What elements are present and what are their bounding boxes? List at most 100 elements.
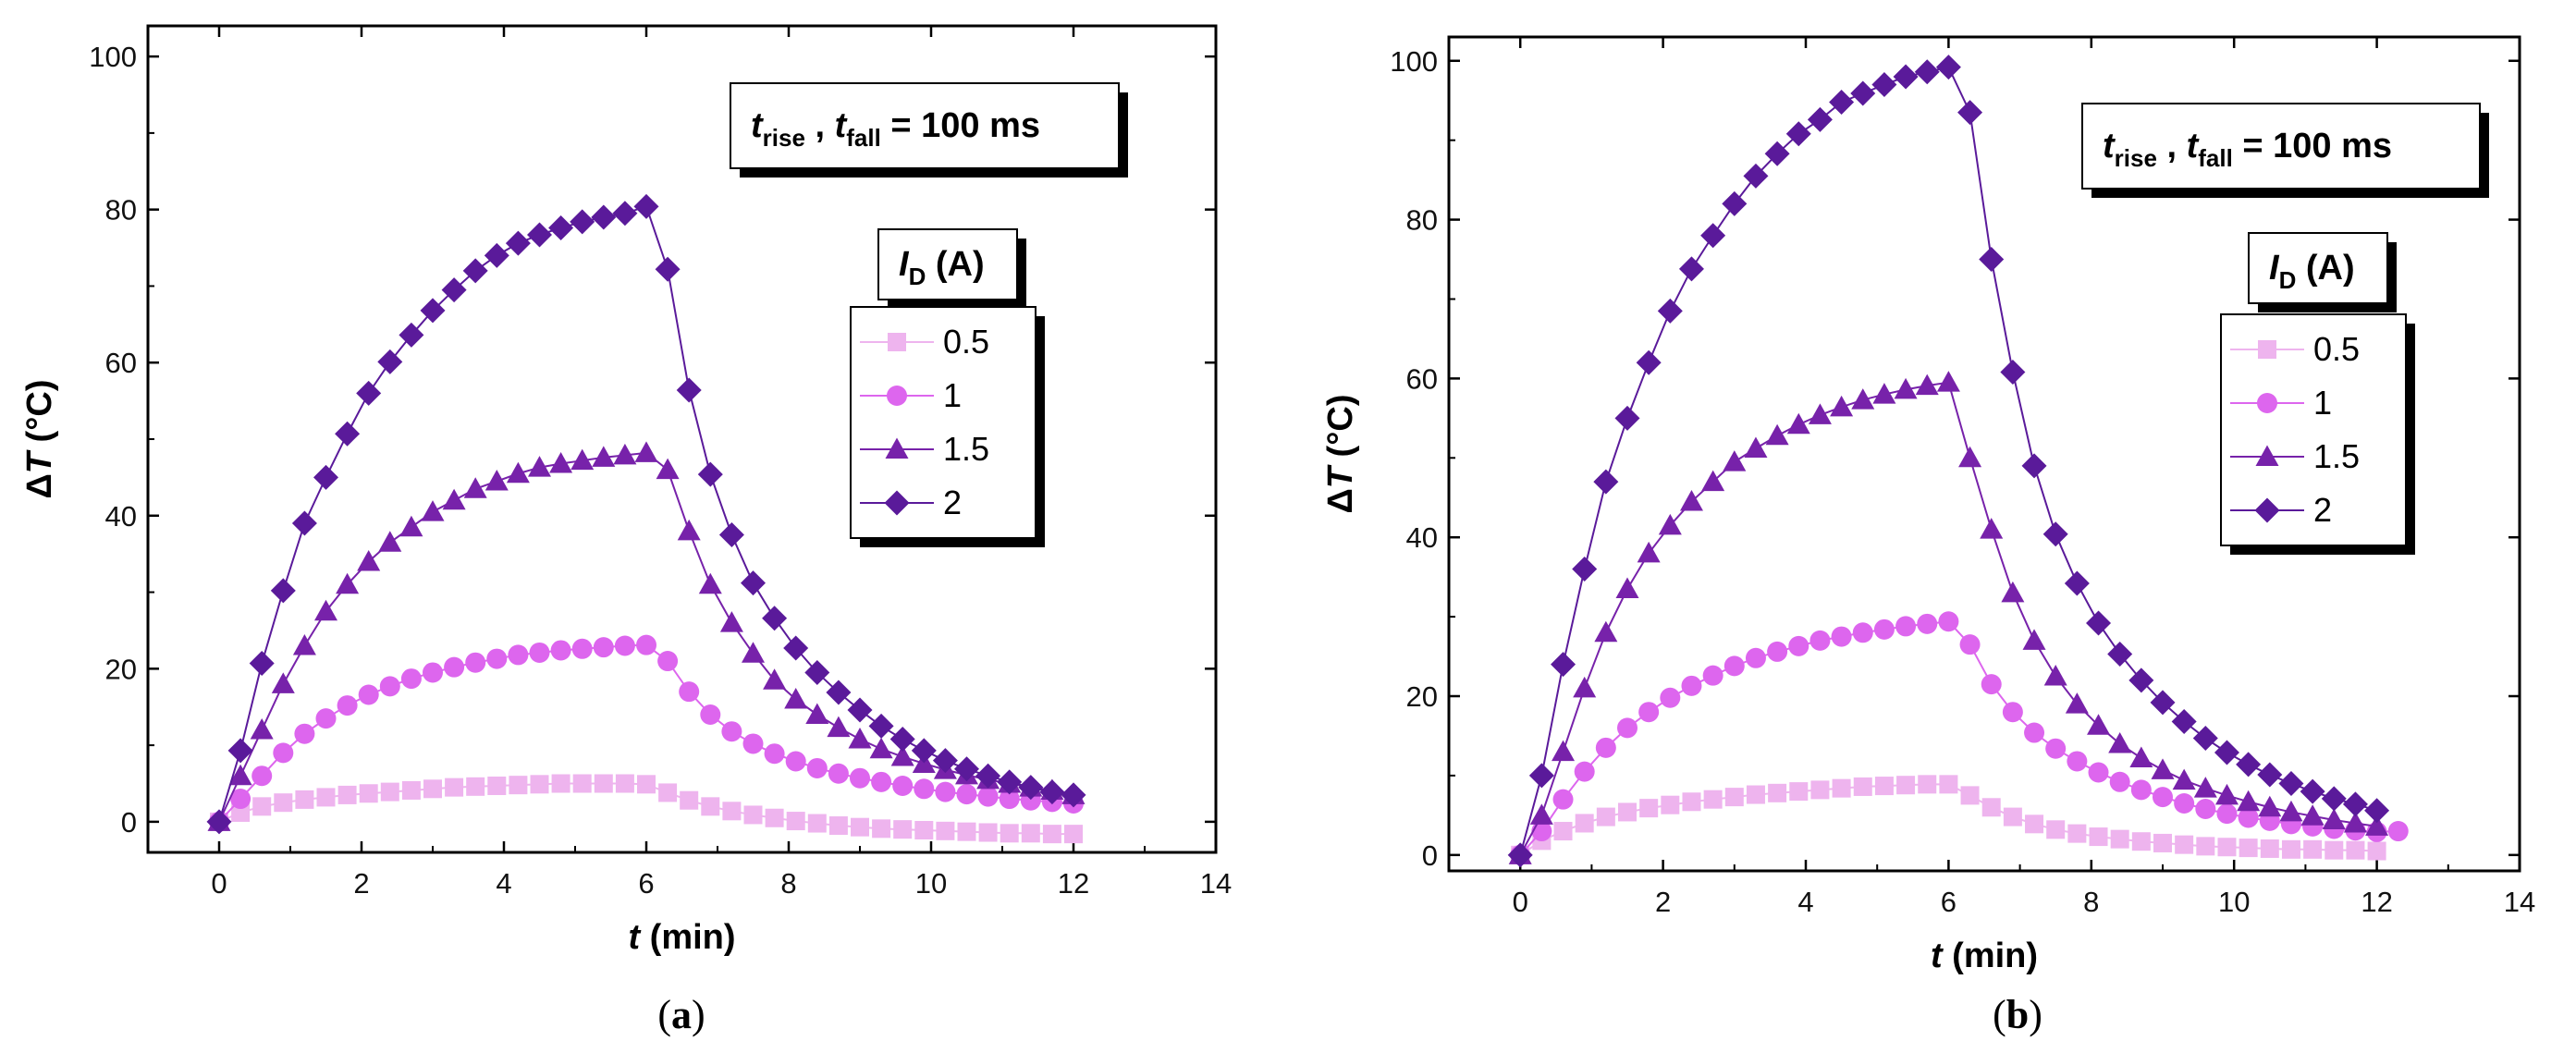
data-point bbox=[508, 644, 529, 666]
data-point bbox=[1918, 775, 1937, 794]
data-point bbox=[828, 763, 849, 784]
data-point bbox=[1767, 641, 1788, 662]
data-point bbox=[975, 763, 1001, 789]
data-point bbox=[548, 215, 574, 241]
data-point bbox=[1871, 72, 1897, 98]
data-point bbox=[377, 349, 403, 374]
data-point bbox=[1679, 490, 1703, 511]
legend-entry: 2 bbox=[943, 484, 962, 521]
data-point bbox=[634, 441, 658, 462]
data-point bbox=[954, 756, 979, 782]
x-tick-label: 12 bbox=[1058, 867, 1089, 900]
x-tick-label: 6 bbox=[638, 867, 654, 900]
x-tick-label: 6 bbox=[1941, 886, 1957, 918]
legend-title-box bbox=[2248, 232, 2388, 304]
data-point bbox=[1745, 647, 1766, 668]
data-point bbox=[2110, 829, 2129, 849]
data-point bbox=[1593, 469, 1619, 495]
data-point bbox=[2196, 837, 2215, 856]
data-point bbox=[2300, 804, 2325, 826]
data-point bbox=[2003, 807, 2022, 826]
data-point bbox=[509, 776, 528, 795]
data-point bbox=[2367, 841, 2386, 861]
data-point bbox=[1000, 824, 1019, 843]
y-tick-label: 40 bbox=[105, 500, 137, 533]
data-point bbox=[2239, 839, 2258, 858]
data-point bbox=[1637, 541, 1661, 563]
data-point bbox=[741, 570, 766, 596]
data-point bbox=[2300, 778, 2325, 804]
data-point bbox=[550, 640, 571, 661]
data-point bbox=[613, 443, 637, 465]
data-point bbox=[679, 681, 700, 703]
data-point bbox=[1723, 450, 1747, 471]
data-point bbox=[1722, 190, 1748, 216]
legend-marker bbox=[2255, 445, 2279, 466]
data-point bbox=[1915, 373, 1939, 396]
data-point bbox=[1042, 825, 1061, 844]
data-point bbox=[636, 634, 656, 655]
series-0.5 bbox=[210, 774, 1083, 844]
annotation-text: trise , tfall = 100 ms bbox=[2103, 127, 2392, 172]
data-point bbox=[1551, 652, 1576, 678]
data-point bbox=[423, 779, 442, 799]
legend-title: ID (A) bbox=[2269, 249, 2355, 294]
data-point bbox=[1660, 687, 1681, 708]
data-point bbox=[2065, 692, 2089, 714]
data-point bbox=[528, 456, 551, 477]
data-point bbox=[400, 668, 422, 690]
data-point bbox=[1914, 59, 1940, 85]
x-tick-label: 4 bbox=[496, 867, 511, 900]
data-point bbox=[1980, 518, 2004, 539]
data-point bbox=[872, 819, 891, 839]
x-tick-label: 14 bbox=[1200, 867, 1232, 900]
data-point bbox=[2365, 814, 2389, 836]
data-point bbox=[804, 659, 830, 685]
data-point bbox=[1809, 630, 1831, 651]
data-point bbox=[1575, 814, 1594, 833]
data-point bbox=[2088, 762, 2109, 783]
data-point bbox=[1895, 616, 1917, 637]
data-point bbox=[206, 809, 232, 835]
data-point bbox=[1529, 803, 1553, 825]
data-point bbox=[2195, 798, 2216, 819]
data-point bbox=[1935, 55, 1961, 80]
data-point bbox=[848, 727, 872, 749]
data-point bbox=[914, 820, 934, 839]
data-point bbox=[1785, 121, 1811, 147]
y-tick-label: 100 bbox=[89, 41, 137, 73]
data-point bbox=[1678, 256, 1704, 282]
data-point bbox=[1596, 807, 1615, 826]
data-point bbox=[2281, 839, 2300, 859]
data-point bbox=[2129, 746, 2153, 768]
data-point bbox=[2303, 839, 2323, 859]
data-point bbox=[1959, 634, 1981, 655]
data-point bbox=[336, 572, 360, 594]
x-tick-label: 8 bbox=[780, 867, 796, 900]
series-2 bbox=[1507, 55, 2390, 868]
data-point bbox=[1872, 383, 1896, 404]
data-point bbox=[2217, 838, 2237, 857]
data-point bbox=[1938, 611, 1959, 632]
data-point bbox=[783, 635, 809, 661]
data-point bbox=[999, 789, 1020, 810]
data-point bbox=[2107, 641, 2133, 667]
data-point bbox=[529, 642, 550, 663]
data-point bbox=[784, 687, 808, 709]
annotation-box bbox=[730, 82, 1120, 169]
data-point bbox=[2258, 795, 2282, 817]
data-point bbox=[1574, 761, 1595, 782]
data-point bbox=[612, 201, 638, 227]
legend-entry: 1 bbox=[2313, 384, 2332, 422]
data-point bbox=[1553, 822, 1573, 841]
data-point bbox=[1832, 778, 1851, 798]
y-tick-label: 80 bbox=[105, 194, 137, 227]
data-point bbox=[487, 776, 507, 795]
data-point bbox=[680, 790, 699, 810]
data-point bbox=[2064, 570, 2090, 596]
data-point bbox=[1981, 674, 2002, 695]
legend-entry: 1 bbox=[943, 376, 962, 414]
data-point bbox=[614, 635, 635, 656]
